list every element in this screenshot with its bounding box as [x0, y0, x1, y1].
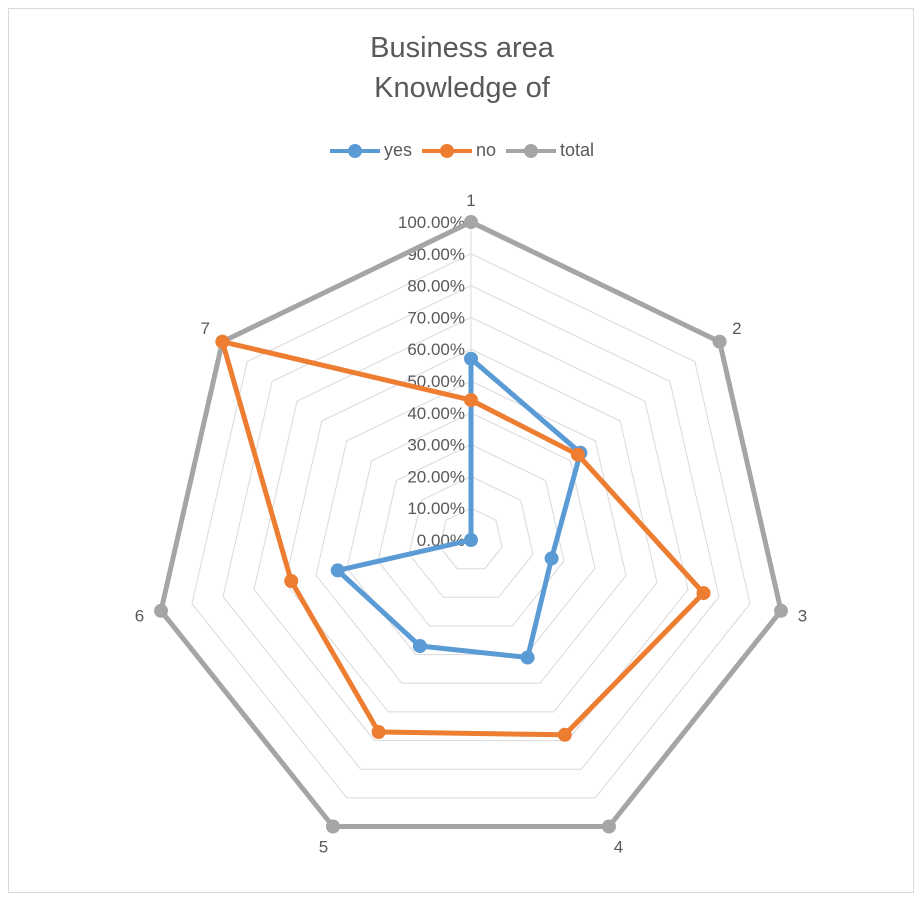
point-yes-1 [464, 351, 478, 366]
point-total-1 [464, 215, 478, 229]
series-no [215, 334, 711, 742]
category-label: 3 [798, 607, 807, 626]
tick-label: 80.00% [407, 277, 465, 296]
chart-title-line-2: Knowledge of [374, 72, 550, 104]
tick-label: 70.00% [407, 308, 465, 327]
point-total-4 [602, 819, 616, 834]
chart-title-line-1: Business area [370, 32, 554, 64]
tick-label: 90.00% [407, 245, 465, 264]
point-no-5 [371, 725, 386, 739]
chart-title: Business area Knowledge of [0, 28, 924, 108]
point-yes-7 [464, 533, 478, 547]
point-no-6 [284, 574, 299, 588]
category-label: 7 [200, 319, 209, 338]
point-yes-4 [520, 650, 535, 665]
series-line-total [158, 219, 784, 829]
grid-ring [377, 444, 565, 627]
grid-ring [439, 507, 503, 570]
category-label: 6 [135, 607, 144, 626]
point-yes-5 [412, 639, 427, 653]
grid-ring [315, 380, 627, 684]
category-label: 5 [319, 837, 328, 856]
legend-item-yes: yes [329, 140, 412, 161]
legend-label-no: no [475, 140, 496, 160]
point-no-7 [215, 334, 230, 349]
tick-label: 30.00% [407, 436, 465, 455]
tick-label: 60.00% [407, 340, 465, 359]
series-line-yes [335, 356, 583, 660]
tick-label: 40.00% [407, 404, 465, 423]
point-yes-6 [330, 563, 345, 578]
legend-marker-no [421, 143, 472, 158]
point-no-1 [464, 393, 478, 408]
point-no-2 [570, 447, 585, 462]
category-label: 1 [466, 191, 475, 210]
grid-ring [284, 348, 658, 713]
legend-marker-yes [329, 143, 380, 158]
point-yes-3 [544, 551, 559, 566]
legend-label-total: total [560, 140, 595, 160]
chart-legend: yes no total [0, 140, 924, 161]
series-total [154, 215, 788, 834]
radar-series [154, 215, 788, 834]
tick-label: 10.00% [407, 499, 465, 518]
series-yes [330, 351, 588, 665]
point-total-2 [712, 334, 727, 349]
point-total-5 [326, 819, 340, 834]
point-total-3 [774, 603, 788, 618]
radar-category-labels: 1 2 3 4 5 6 7 [135, 191, 807, 856]
grid-ring [222, 285, 720, 770]
legend-label-yes: yes [383, 140, 412, 160]
legend-item-no: no [421, 140, 496, 161]
grid-ring [408, 475, 534, 598]
series-line-no [219, 339, 706, 738]
grid-ring [253, 316, 689, 742]
legend-item-total: total [506, 140, 594, 161]
point-total-6 [154, 603, 168, 618]
category-label: 2 [732, 319, 741, 338]
radar-tick-labels: 0.00%10.00%20.00%30.00%40.00%50.00%60.00… [398, 213, 465, 550]
legend-marker-total [506, 143, 556, 158]
tick-label: 100.00% [398, 213, 465, 232]
tick-label: 20.00% [407, 467, 465, 486]
category-label: 4 [614, 837, 623, 856]
chart-frame [8, 8, 914, 893]
point-no-4 [557, 727, 572, 742]
point-no-3 [696, 586, 711, 601]
